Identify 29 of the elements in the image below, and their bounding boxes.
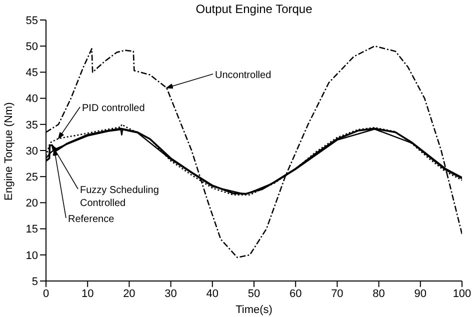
x-tick-label: 100: [452, 288, 472, 300]
y-tick-label: 55: [26, 14, 38, 27]
annotation: Uncontrolled: [215, 70, 272, 81]
y-tick-label: 40: [26, 93, 38, 106]
x-tick-label: 30: [164, 288, 177, 300]
chart-title: Output Engine Torque: [196, 2, 313, 16]
x-tick-label: 0: [42, 288, 50, 300]
x-tick-label: 70: [331, 288, 344, 300]
annotation: PID controlled: [82, 103, 145, 114]
x-axis-title: Time(s): [236, 304, 272, 316]
y-tick-label: 10: [26, 250, 38, 262]
y-tick-label: 50: [26, 41, 38, 54]
y-tick-label: 20: [26, 198, 38, 210]
x-tick-label: 80: [372, 288, 385, 300]
y-tick-label: 15: [26, 224, 38, 236]
y-tick-label: 5: [32, 276, 38, 288]
x-tick-label: 60: [289, 288, 302, 300]
x-tick-label: 40: [206, 288, 219, 300]
x-tick-label: 50: [248, 288, 260, 300]
y-tick-label: 35: [26, 119, 38, 132]
x-tick-label: 90: [414, 288, 427, 300]
annotation: Fuzzy Scheduling Controlled: [80, 185, 159, 209]
y-tick-label: 45: [26, 67, 38, 80]
x-tick-label: 20: [123, 288, 136, 300]
x-tick-label: 10: [81, 288, 94, 300]
y-tick-label: 25: [26, 172, 38, 184]
y-tick-label: 30: [26, 145, 38, 158]
annotation: Reference: [68, 214, 115, 225]
y-axis-title: Engine Torque (Nm): [2, 102, 15, 200]
